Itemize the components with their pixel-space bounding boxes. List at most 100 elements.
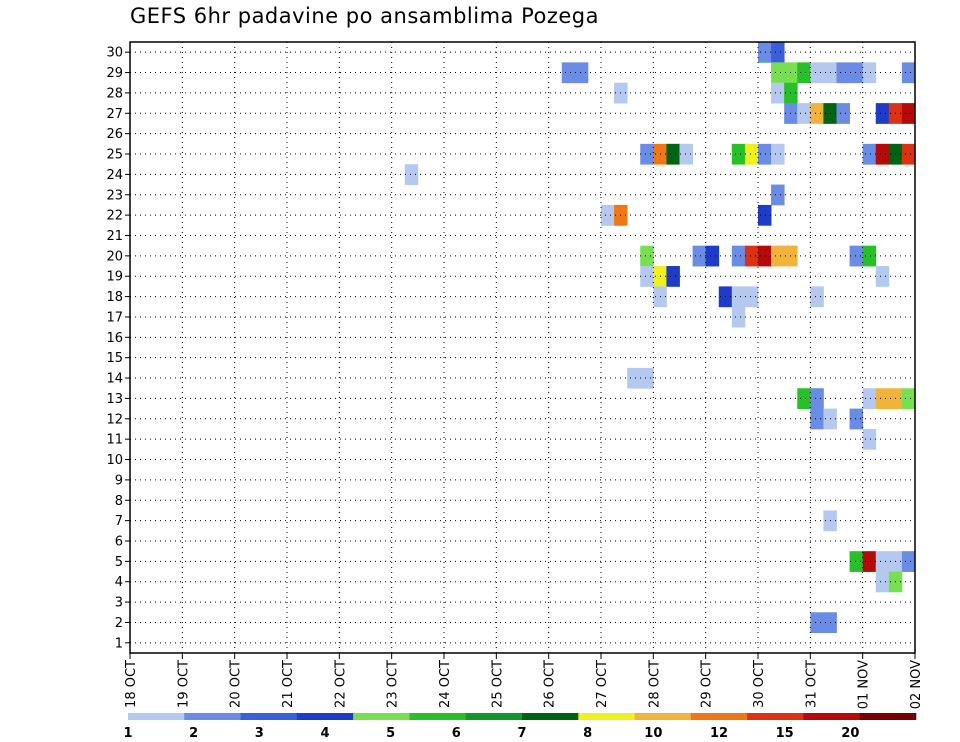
- legend-swatch: [296, 713, 354, 720]
- heatmap-cell: [810, 408, 824, 430]
- heatmap-cell: [836, 62, 850, 84]
- legend-threshold-label: 12: [710, 726, 728, 741]
- heatmap-cell: [810, 62, 824, 84]
- legend-threshold-label: 20: [841, 726, 859, 741]
- heatmap-cell: [640, 143, 654, 165]
- legend-swatch: [522, 713, 579, 720]
- heatmap-cell: [797, 62, 811, 84]
- heatmap-cell: [771, 143, 785, 165]
- x-tick-label: 26 OCT: [543, 660, 558, 708]
- legend-threshold-label: 4: [320, 726, 329, 741]
- heatmap-cell: [731, 143, 746, 165]
- legend-swatch: [409, 713, 467, 720]
- heatmap-cell: [901, 143, 916, 165]
- legend-threshold-label: 15: [776, 726, 794, 741]
- heatmap-cell: [640, 245, 654, 267]
- heatmap-cell: [679, 143, 693, 165]
- heatmap-cell: [836, 103, 850, 124]
- y-tick-label: 17: [106, 310, 123, 325]
- y-tick-label: 6: [115, 534, 123, 549]
- heatmap-cell: [758, 245, 772, 267]
- y-tick-label: 5: [115, 555, 123, 570]
- y-tick-label: 8: [115, 494, 123, 509]
- y-tick-label: 23: [106, 188, 123, 203]
- legend-swatch: [240, 713, 298, 720]
- heatmap-cell: [771, 42, 785, 63]
- heatmap-cell: [849, 551, 864, 572]
- heatmap-cell: [875, 551, 890, 572]
- heatmap-cell: [744, 286, 759, 308]
- plot-frame: [129, 41, 916, 654]
- legend-swatch: [128, 713, 185, 720]
- y-axis: 1234567891011121314151617181920212223242…: [106, 46, 130, 651]
- color-legend: 1 2 3 4 5 6 7 8 10 12 15 20: [123, 713, 917, 741]
- heatmap-cell: [901, 551, 916, 572]
- y-tick-label: 28: [106, 86, 123, 101]
- heatmap-cell: [810, 286, 824, 308]
- legend-swatch: [465, 713, 523, 720]
- x-tick-label: 18 OCT: [124, 660, 139, 708]
- y-tick-label: 26: [106, 127, 123, 142]
- legend-threshold-label: 5: [386, 726, 395, 741]
- x-tick-label: 30 OCT: [752, 660, 767, 708]
- y-tick-label: 4: [115, 575, 123, 590]
- heatmap-cell: [758, 42, 772, 63]
- legend-threshold-label: 3: [255, 726, 264, 741]
- heatmap-cell: [666, 266, 680, 287]
- heatmap-cell: [771, 184, 785, 206]
- heatmap-cell: [875, 266, 890, 287]
- legend-swatch: [353, 713, 410, 720]
- heatmap-cell: [744, 143, 759, 165]
- heatmap-cell: [901, 388, 916, 409]
- heatmap-cell: [758, 204, 772, 226]
- heatmap-cell: [849, 62, 864, 84]
- heatmap-cell: [901, 62, 916, 84]
- heatmap-cell: [627, 367, 641, 389]
- heatmap-cell: [574, 62, 589, 84]
- heatmap-cell: [810, 612, 824, 634]
- y-tick-label: 15: [106, 351, 123, 366]
- x-tick-label: 25 OCT: [490, 660, 505, 708]
- y-tick-label: 27: [106, 107, 123, 122]
- legend-swatch: [859, 713, 917, 720]
- x-tick-label: 23 OCT: [386, 660, 401, 708]
- heatmap-cell: [731, 286, 746, 308]
- heatmap-cell: [640, 266, 654, 287]
- x-tick-label: 21 OCT: [281, 660, 296, 708]
- y-tick-label: 30: [106, 46, 123, 61]
- heatmap-cell: [875, 143, 890, 165]
- x-tick-label: 27 OCT: [595, 660, 610, 708]
- legend-threshold-label: 7: [517, 726, 526, 741]
- heatmap-cell: [810, 103, 824, 124]
- legend-swatch: [184, 713, 241, 720]
- x-tick-label: 29 OCT: [700, 660, 715, 708]
- heatmap-cell: [875, 388, 890, 409]
- grid-layer: [130, 42, 915, 653]
- heatmap-cell: [797, 103, 811, 124]
- x-tick-label: 24 OCT: [438, 660, 453, 708]
- heatmap-cell: [862, 551, 877, 572]
- y-tick-label: 14: [106, 372, 123, 387]
- heatmap-cell: [666, 143, 680, 165]
- y-tick-label: 12: [106, 412, 123, 427]
- heatmap-cell: [875, 571, 890, 593]
- y-tick-label: 9: [115, 473, 123, 488]
- heatmap-cell: [731, 306, 746, 328]
- heatmap-cell: [862, 245, 877, 267]
- legend-swatch: [634, 713, 692, 720]
- x-tick-label: 02 NOV: [909, 660, 924, 709]
- legend-threshold-label: 2: [189, 726, 198, 741]
- y-tick-label: 7: [115, 514, 123, 529]
- y-tick-label: 24: [106, 168, 123, 183]
- heatmap-cell: [797, 388, 811, 409]
- x-tick-label: 19 OCT: [176, 660, 191, 708]
- y-tick-label: 13: [106, 392, 123, 407]
- y-tick-label: 3: [115, 596, 123, 611]
- heatmap-cell: [771, 82, 785, 104]
- legend-swatch: [747, 713, 804, 720]
- x-tick-label: 31 OCT: [804, 660, 819, 708]
- heatmap-cell: [862, 143, 877, 165]
- y-tick-label: 18: [106, 290, 123, 305]
- heatmap-cell: [771, 62, 785, 84]
